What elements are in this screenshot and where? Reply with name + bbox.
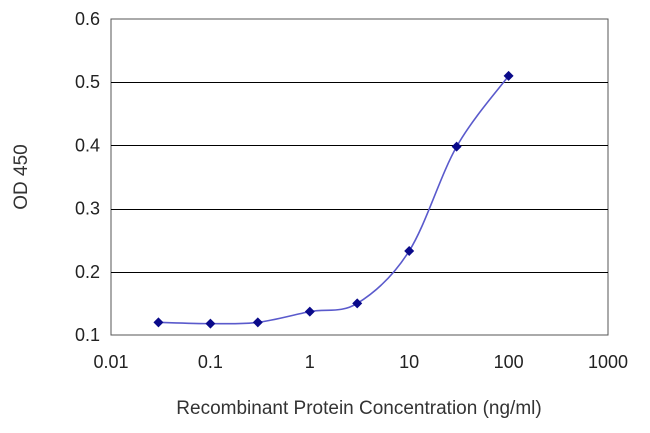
y-tick-label: 0.6 (75, 9, 100, 29)
x-tick-label: 0.1 (198, 352, 223, 372)
data-point (352, 298, 363, 309)
x-tick-label: 100 (494, 352, 524, 372)
data-point (503, 70, 514, 81)
y-tick-label: 0.3 (75, 199, 100, 219)
data-point (153, 317, 164, 328)
data-points (153, 70, 514, 329)
plot-area (110, 18, 609, 336)
plot-frame (110, 18, 609, 336)
x-tick-label: 1 (305, 352, 315, 372)
y-axis-ticks: 0.1 0.2 0.3 0.4 0.5 0.6 (75, 9, 100, 345)
y-tick-label: 0.4 (75, 135, 100, 155)
x-axis-title: Recombinant Protein Concentration (ng/ml… (176, 398, 541, 419)
data-point (451, 141, 462, 152)
x-tick-label: 10 (399, 352, 419, 372)
x-axis-ticks: 0.01 0.1 1 10 100 1000 (93, 352, 628, 372)
data-point (404, 245, 415, 256)
y-tick-label: 0.2 (75, 262, 100, 282)
data-point (205, 318, 216, 329)
x-tick-label: 0.01 (93, 352, 128, 372)
y-axis-title: OD 450 (11, 144, 32, 209)
x-tick-label: 1000 (588, 352, 628, 372)
data-point (252, 317, 263, 328)
y-tick-label: 0.1 (75, 325, 100, 345)
y-tick-label: 0.5 (75, 72, 100, 92)
data-point (304, 306, 315, 317)
grid-lines (111, 82, 608, 273)
